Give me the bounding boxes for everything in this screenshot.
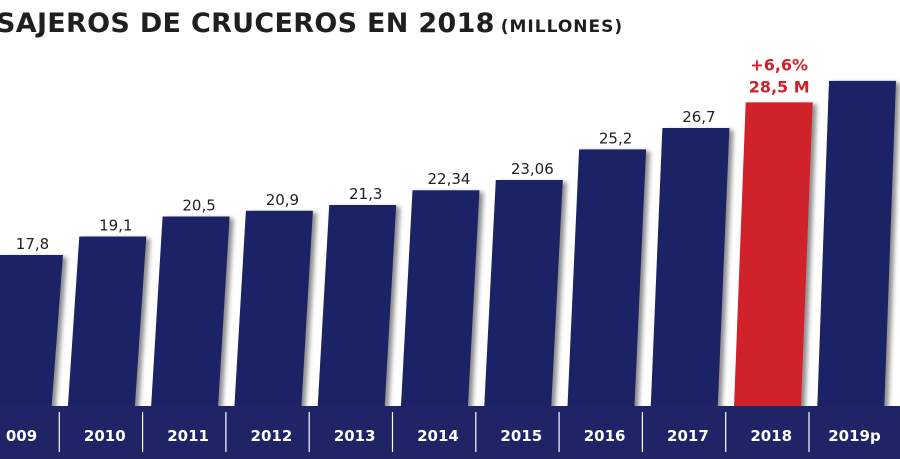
highlight-growth-label: +6,6%	[750, 55, 808, 74]
chart-title-main: SAJEROS DE CRUCEROS EN 2018	[0, 8, 495, 39]
bar-2014	[400, 190, 480, 415]
x-tick-label: 2011	[167, 427, 209, 445]
x-axis-band	[0, 406, 900, 459]
bar-2018	[733, 102, 813, 415]
x-tick-label: 2017	[667, 427, 709, 445]
data-label: 21,3	[349, 185, 382, 203]
bar-2017	[650, 128, 730, 415]
bar-2011	[150, 216, 230, 415]
bar-2012	[233, 210, 313, 415]
data-label: 25,2	[599, 129, 632, 147]
bar-2013	[317, 205, 397, 415]
data-label: 19,1	[99, 216, 132, 234]
bar-2010	[67, 236, 147, 415]
data-label: 26,7	[682, 108, 715, 126]
x-tick-label: 009	[6, 427, 37, 445]
bar-009	[0, 255, 63, 415]
x-tick-label: 2010	[84, 427, 126, 445]
bar-2016	[567, 149, 647, 416]
x-tick-label: 2013	[334, 427, 376, 445]
data-label: 17,8	[16, 235, 49, 253]
data-label: 20,9	[266, 191, 299, 209]
chart-title-units: (MILLONES)	[500, 17, 624, 37]
chart-title: SAJEROS DE CRUCEROS EN 2018 (MILLONES)	[0, 8, 623, 39]
x-tick-label: 2018	[750, 427, 792, 445]
bar-2019p	[817, 80, 896, 416]
data-label: 20,5	[182, 196, 215, 214]
x-tick-label: 2019p	[828, 427, 881, 445]
data-label: 23,06	[511, 160, 554, 178]
bar-2015	[483, 179, 563, 415]
x-tick-label: 2015	[500, 427, 542, 445]
x-tick-label: 2016	[584, 427, 626, 445]
x-tick-label: 2012	[251, 427, 293, 445]
data-label: 22,34	[428, 170, 471, 188]
highlight-value-label: 28,5 M	[749, 77, 810, 96]
x-tick-label: 2014	[417, 427, 459, 445]
